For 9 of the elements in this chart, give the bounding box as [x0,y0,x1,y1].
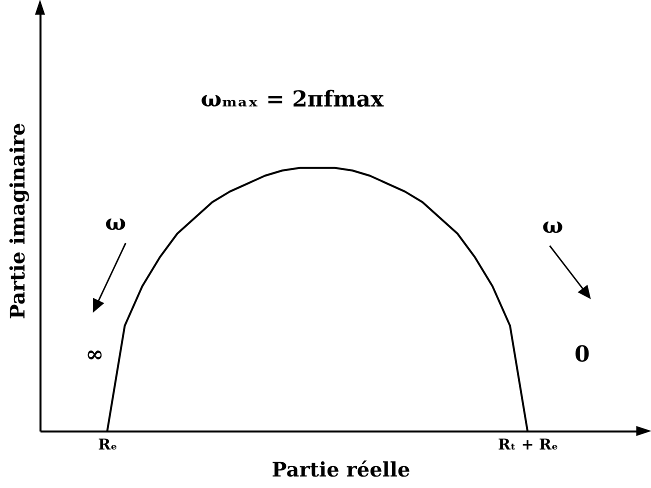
text: 0 [574,342,590,368]
x-axis-title: Partie réelle [272,458,410,482]
x-tick-label: Rₑ [98,436,118,454]
text: ωₘₐₓ = 2πfmax [200,86,385,112]
annotation: ω [105,210,126,236]
annotation: ∞ [85,342,104,368]
text: ω [542,212,564,239]
x-tick-label: Rₜ + Rₑ [498,436,558,454]
y-axis-title: Partie imaginaire [6,122,30,320]
